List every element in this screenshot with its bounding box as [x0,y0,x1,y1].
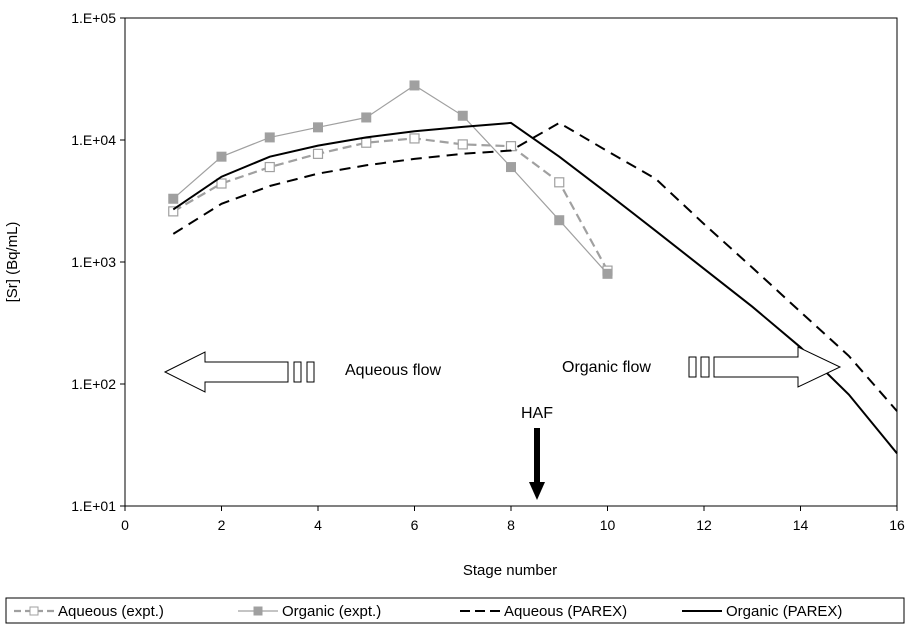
data-point [361,137,372,148]
data-point [312,148,324,159]
x-tick-label: 8 [507,517,515,533]
y-tick-label: 1.E+01 [71,498,116,514]
legend-item: Aqueous (PAREX) [460,603,627,620]
series-line [172,137,609,272]
plot-area [124,17,898,507]
legend-label: Aqueous (PAREX) [504,603,627,620]
data-point [602,268,613,279]
organic-flow-arrow-tail-2 [700,356,710,378]
x-tick-label: 16 [889,517,905,533]
aqueous-flow-arrow-tail-2 [306,361,315,383]
legend-swatch-marker [253,606,263,616]
feed-arrow-head [529,482,545,500]
aqueous-flow-arrow [163,351,289,393]
x-tick-label: 0 [121,517,129,533]
y-axis-title: [Sr] (Bq/mL) [4,222,21,303]
legend-item: Organic (expt.) [238,603,381,620]
legend-label: Organic (PAREX) [726,603,842,620]
organic-flow-label: Organic flow [562,359,651,376]
feed-arrow-shaft [534,428,540,484]
data-point [216,178,227,189]
data-point [361,112,372,123]
series-layer [168,80,898,455]
data-point [457,139,468,150]
legend-label: Organic (expt.) [282,603,381,620]
y-tick-label: 1.E+04 [71,132,116,148]
annotation-layer: Aqueous flow Organic flow HAF [163,346,842,500]
y-tick-label: 1.E+05 [71,10,116,26]
organic-flow-arrow-tail-1 [688,356,697,378]
data-point [216,151,227,162]
data-point [505,141,517,152]
x-tick-label: 4 [314,517,322,533]
series-line [172,84,608,275]
data-point [554,177,565,188]
legend-label: Aqueous (expt.) [58,603,164,620]
legend: Aqueous (expt.) Organic (expt.) Aqueous (P… [5,597,905,624]
y-axis-ticks: 1.E+01 1.E+02 1.E+03 1.E+04 1.E+05 [71,10,125,514]
data-point [409,133,420,144]
x-tick-label: 6 [411,517,419,533]
organic-flow-arrow [713,346,842,388]
legend-box [5,597,905,624]
plot-frame [124,17,898,507]
data-point [506,162,516,173]
legend-swatch-marker [29,606,39,616]
aqueous-flow-arrow-tail-1 [293,361,302,383]
series-1 [168,133,613,276]
x-tick-label: 12 [696,517,712,533]
x-tick-label: 2 [218,517,226,533]
series-2 [168,80,613,279]
legend-item: Organic (PAREX) [682,603,842,620]
data-point [168,206,179,217]
data-point [457,110,468,121]
data-point [264,132,275,143]
y-tick-label: 1.E+03 [71,254,116,270]
x-axis-ticks: 0 2 4 6 8 10 12 14 16 [121,506,905,533]
feed-label: HAF [521,405,553,422]
legend-item: Aqueous (expt.) [14,603,164,620]
data-point [264,161,275,173]
titles-layer: Stage number [Sr] (Bq/mL) [4,222,557,579]
series-4 [172,121,898,455]
y-tick-label: 1.E+02 [71,376,116,392]
data-point [409,80,420,91]
data-point [313,122,323,133]
series-line [172,121,898,412]
aqueous-flow-label: Aqueous flow [345,362,442,379]
data-point [554,215,565,226]
series-3 [172,121,898,412]
x-tick-label: 10 [600,517,616,533]
series-line [172,121,898,455]
x-tick-label: 14 [793,517,809,533]
x-axis-title: Stage number [463,562,557,579]
data-point [168,193,179,204]
